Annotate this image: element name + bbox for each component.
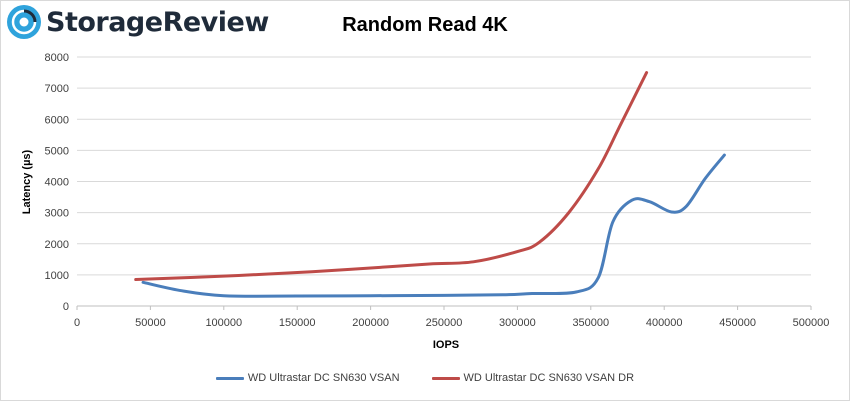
y-tick-label: 3000 [45,208,69,220]
x-tick-label: 400000 [646,317,683,329]
y-tick-label: 0 [63,301,69,313]
chart-legend: WD Ultrastar DC SN630 VSAN WD Ultrastar … [0,372,850,384]
y-tick-label: 5000 [45,145,69,157]
y-tick-label: 6000 [45,114,69,126]
legend-label-series-1: WD Ultrastar DC SN630 VSAN [248,372,400,384]
x-tick-labels: 0 50000 100000 150000 200000 250000 300000 3500… [74,317,829,329]
y-tick-label: 1000 [45,270,69,282]
x-axis-title: IOPS [433,339,459,351]
legend-swatch-series-2 [432,377,460,380]
y-tick-labels: 0 1000 2000 3000 4000 5000 6000 7000 8000 [45,52,69,313]
y-axis-title: Latency (µs) [21,149,33,214]
y-tick-label: 4000 [45,177,69,189]
x-tick-label: 50000 [135,317,166,329]
series-line-2 [136,73,647,280]
x-tick-label: 200000 [352,317,389,329]
x-tick-label: 350000 [572,317,609,329]
y-tick-label: 7000 [45,83,69,95]
x-tick-label: 0 [74,317,80,329]
y-tick-label: 2000 [45,239,69,251]
x-tick-label: 150000 [279,317,316,329]
legend-label-series-2: WD Ultrastar DC SN630 VSAN DR [464,372,635,384]
legend-item-series-2: WD Ultrastar DC SN630 VSAN DR [432,372,635,384]
x-tick-label: 100000 [205,317,242,329]
x-tick-label: 450000 [719,317,756,329]
x-tick-label: 250000 [426,317,463,329]
y-tick-label: 8000 [45,52,69,64]
x-tick-label: 500000 [793,317,830,329]
legend-swatch-series-1 [216,377,244,380]
x-tick-label: 300000 [499,317,536,329]
legend-item-series-1: WD Ultrastar DC SN630 VSAN [216,372,400,384]
series-lines [136,73,725,297]
